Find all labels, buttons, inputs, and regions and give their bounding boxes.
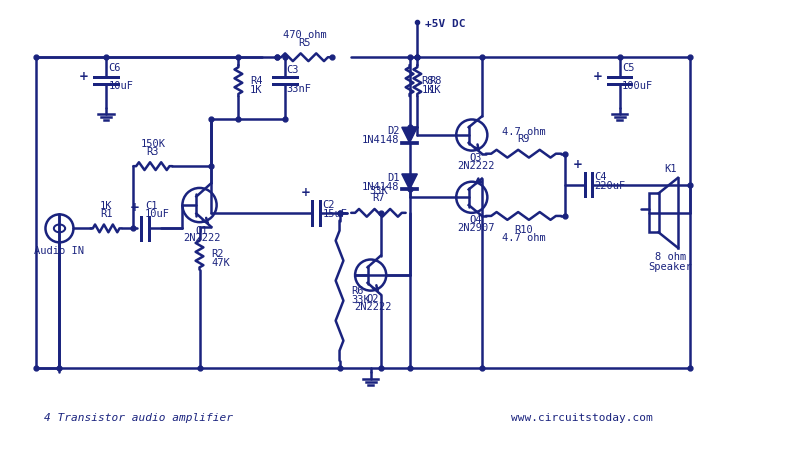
Text: R10: R10	[514, 225, 533, 235]
Text: +: +	[301, 186, 310, 199]
Text: 470 ohm: 470 ohm	[283, 30, 326, 40]
Text: 33nF: 33nF	[287, 84, 311, 94]
Text: 1N4148: 1N4148	[362, 182, 400, 192]
Text: 10uF: 10uF	[145, 209, 170, 219]
Text: +: +	[130, 202, 139, 214]
Text: R3: R3	[147, 147, 159, 157]
Text: C2: C2	[322, 200, 335, 210]
Text: C1: C1	[145, 201, 158, 211]
Text: 1K: 1K	[250, 85, 262, 95]
Text: D2: D2	[387, 126, 400, 136]
Text: 4.7 ohm: 4.7 ohm	[502, 233, 545, 243]
Text: C3: C3	[287, 65, 299, 75]
Text: 2N2222: 2N2222	[183, 233, 221, 243]
Text: 33K: 33K	[351, 295, 370, 305]
Polygon shape	[402, 127, 418, 143]
Text: 8 ohm: 8 ohm	[655, 252, 686, 262]
Text: www.circuitstoday.com: www.circuitstoday.com	[511, 413, 652, 423]
Text: 1K: 1K	[100, 201, 113, 211]
Text: 4.7 ohm: 4.7 ohm	[502, 127, 545, 136]
Text: Q4: Q4	[470, 215, 482, 225]
Text: R1: R1	[100, 209, 113, 219]
Text: 10uF: 10uF	[109, 80, 133, 91]
Text: R9: R9	[517, 134, 530, 145]
Text: 100uF: 100uF	[622, 80, 653, 91]
Text: R8: R8	[422, 75, 433, 86]
Text: R7: R7	[372, 194, 385, 203]
Text: 220uF: 220uF	[595, 181, 626, 191]
Text: Q3: Q3	[470, 153, 482, 163]
Text: 1K: 1K	[429, 85, 441, 95]
Polygon shape	[402, 174, 418, 189]
Bar	[649, 194, 659, 232]
Text: Q1: Q1	[195, 225, 208, 235]
Text: Q2: Q2	[366, 294, 379, 304]
Text: D1: D1	[387, 173, 400, 183]
Text: Speaker: Speaker	[649, 262, 692, 272]
Text: 1N4148: 1N4148	[362, 136, 400, 145]
Text: 2N2222: 2N2222	[355, 302, 392, 312]
Text: +: +	[593, 70, 603, 83]
Text: 33K: 33K	[369, 186, 388, 196]
Text: R4: R4	[250, 75, 262, 86]
Text: C6: C6	[109, 63, 121, 73]
Text: +5V DC: +5V DC	[425, 19, 466, 29]
Text: C4: C4	[595, 172, 608, 182]
Text: 4 Transistor audio amplifier: 4 Transistor audio amplifier	[44, 413, 233, 423]
Text: +: +	[79, 70, 89, 83]
Text: K1: K1	[664, 164, 676, 174]
Text: 15uF: 15uF	[322, 209, 348, 220]
Text: 2N2222: 2N2222	[457, 161, 494, 171]
Text: 1K: 1K	[422, 85, 433, 95]
Text: 47K: 47K	[211, 258, 230, 269]
Text: R2: R2	[211, 249, 224, 259]
Text: +: +	[573, 158, 583, 171]
Text: R8: R8	[429, 75, 441, 86]
Text: C5: C5	[622, 63, 634, 73]
Text: 150K: 150K	[140, 139, 165, 149]
Text: 2N2907: 2N2907	[457, 223, 494, 233]
Text: R5: R5	[299, 38, 310, 48]
Text: Audio IN: Audio IN	[35, 246, 84, 255]
Text: R6: R6	[351, 286, 364, 295]
